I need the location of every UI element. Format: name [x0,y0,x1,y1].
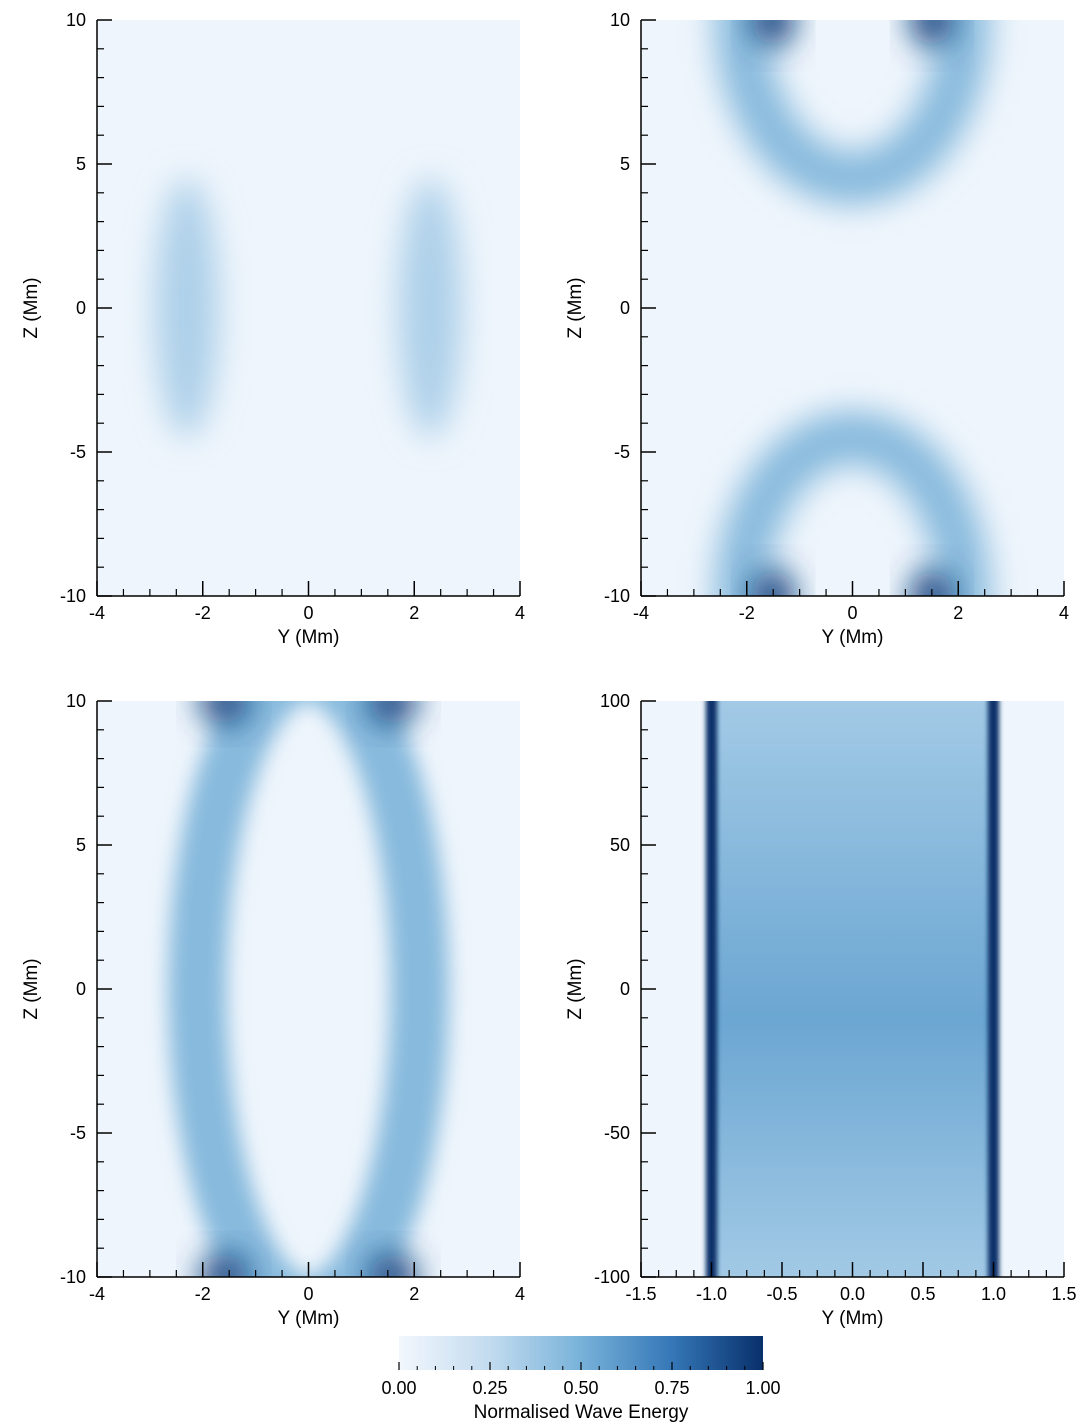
x-axis-title: Y (Mm) [822,1308,884,1329]
energy-blob-1 [155,178,219,438]
colorbar-ticks: 0.00 0.25 0.50 0.75 1.00 [381,1362,781,1398]
energy-blob-4 [910,20,953,46]
y-tick-label: -10 [60,586,86,606]
x-tick-label: 0 [847,603,857,623]
y-tick-label: -5 [614,442,630,462]
x-tick-label: -2 [739,603,755,623]
colorbar-tick-label: 0.00 [381,1378,416,1398]
y-tick-label: -10 [60,1267,86,1287]
x-tick-label: -4 [633,603,649,623]
energy-arc-1 [715,20,990,205]
colorbar-title: Normalised Wave Energy [474,1402,689,1423]
panel-bottom-right: -1.5 -1.0 -0.5 0.0 0.5 1.0 1.5 -100 -50 0 50 100 Y (… [565,691,1077,1329]
heatmap-field [641,20,1064,596]
y-axis-title: Z (Mm) [565,277,586,338]
x-tick-label: 4 [1059,603,1069,623]
y-tick-label: -10 [604,586,630,606]
y-tick-label: 5 [76,835,86,855]
x-axis-title: Y (Mm) [278,627,340,648]
y-tick-label: 0 [620,979,630,999]
energy-blob-6 [910,570,953,596]
y-axis-title: Z (Mm) [21,277,42,338]
x-tick-label: 4 [515,1284,525,1304]
y-tick-label: 10 [66,10,86,30]
energy-blob-5 [752,570,795,596]
energy-blob-4 [200,1253,248,1277]
axes-bottom-left: -4 -2 0 2 4 -10 -5 0 5 10 Y (Mm) Z (Mm) [21,691,525,1329]
x-tick-label: 1.0 [981,1284,1006,1304]
energy-arc-2 [715,411,990,596]
x-tick-label: -4 [89,603,105,623]
axes-top-left: -4 -2 0 2 4 -10 -5 0 5 10 Y (Mm) Z (Mm) [21,10,525,648]
y-tick-label: 10 [610,10,630,30]
y-tick-label: 0 [620,298,630,318]
panel-top-left: -4 -2 0 2 4 -10 -5 0 5 10 Y (Mm) Z (Mm) [21,10,525,648]
y-tick-label: 5 [620,154,630,174]
y-tick-label: 10 [66,691,86,711]
y-tick-label: 50 [610,835,630,855]
x-tick-label: -1.0 [696,1284,727,1304]
heatmap-top-left [97,20,520,596]
energy-blob-5 [369,1253,417,1277]
energy-column-1 [705,701,718,1277]
heatmap-field [641,701,1064,1277]
y-tick-label: -50 [604,1123,630,1143]
x-tick-label: 2 [409,1284,419,1304]
x-tick-label: 0 [303,1284,313,1304]
x-axis-title: Y (Mm) [278,1308,340,1329]
heatmap-background [97,701,520,1277]
colorbar-tick-label: 0.50 [563,1378,598,1398]
y-tick-label: 0 [76,298,86,318]
y-tick-label: -100 [594,1267,630,1287]
x-tick-label: 2 [953,603,963,623]
y-tick-label: -5 [70,442,86,462]
panel-top-right: -4 -2 0 2 4 -10 -5 0 5 10 Y (Mm) Z (Mm) [565,10,1069,648]
heatmap-background [641,20,1064,596]
colorbar-tick-label: 1.00 [745,1378,780,1398]
heatmap-field [97,20,520,596]
energy-ring [168,701,449,1277]
x-tick-label: -2 [195,603,211,623]
energy-blob-3 [752,20,795,46]
x-tick-label: 2 [409,603,419,623]
y-tick-label: 100 [600,691,630,711]
heatmap-interior [711,701,994,1277]
y-axis-title: Z (Mm) [565,958,586,1019]
panel-bottom-left: -4 -2 0 2 4 -10 -5 0 5 10 Y (Mm) Z (Mm) [21,691,525,1329]
x-tick-label: 0.5 [910,1284,935,1304]
heatmap-field [97,701,520,1277]
y-axis-title: Z (Mm) [21,958,42,1019]
energy-blob-3 [369,701,417,725]
colorbar: 0.00 0.25 0.50 0.75 1.00 Normalised Wave Ene… [381,1336,781,1423]
x-axis-title: Y (Mm) [822,627,884,648]
colorbar-tick-label: 0.25 [472,1378,507,1398]
x-tick-label: 0 [303,603,313,623]
heatmap-top-right [641,20,1064,596]
energy-column-2 [987,701,1000,1277]
axes-bottom-right: -1.5 -1.0 -0.5 0.0 0.5 1.0 1.5 -100 -50 0 50 100 Y (… [565,691,1077,1329]
y-tick-label: -5 [70,1123,86,1143]
x-tick-label: -1.5 [625,1284,656,1304]
y-tick-label: 5 [76,154,86,174]
colorbar-tick-label: 0.75 [654,1378,689,1398]
x-tick-label: 1.5 [1051,1284,1076,1304]
x-tick-label: 4 [515,603,525,623]
energy-blob-2 [398,178,462,438]
energy-blob-2 [200,701,248,725]
axes-top-right: -4 -2 0 2 4 -10 -5 0 5 10 Y (Mm) Z (Mm) [565,10,1069,648]
x-tick-label: -4 [89,1284,105,1304]
heatmap-bottom-right [641,701,1064,1277]
x-tick-label: -2 [195,1284,211,1304]
y-tick-label: 0 [76,979,86,999]
x-tick-label: -0.5 [766,1284,797,1304]
heatmap-bottom-left [97,701,520,1277]
x-tick-label: 0.0 [840,1284,865,1304]
